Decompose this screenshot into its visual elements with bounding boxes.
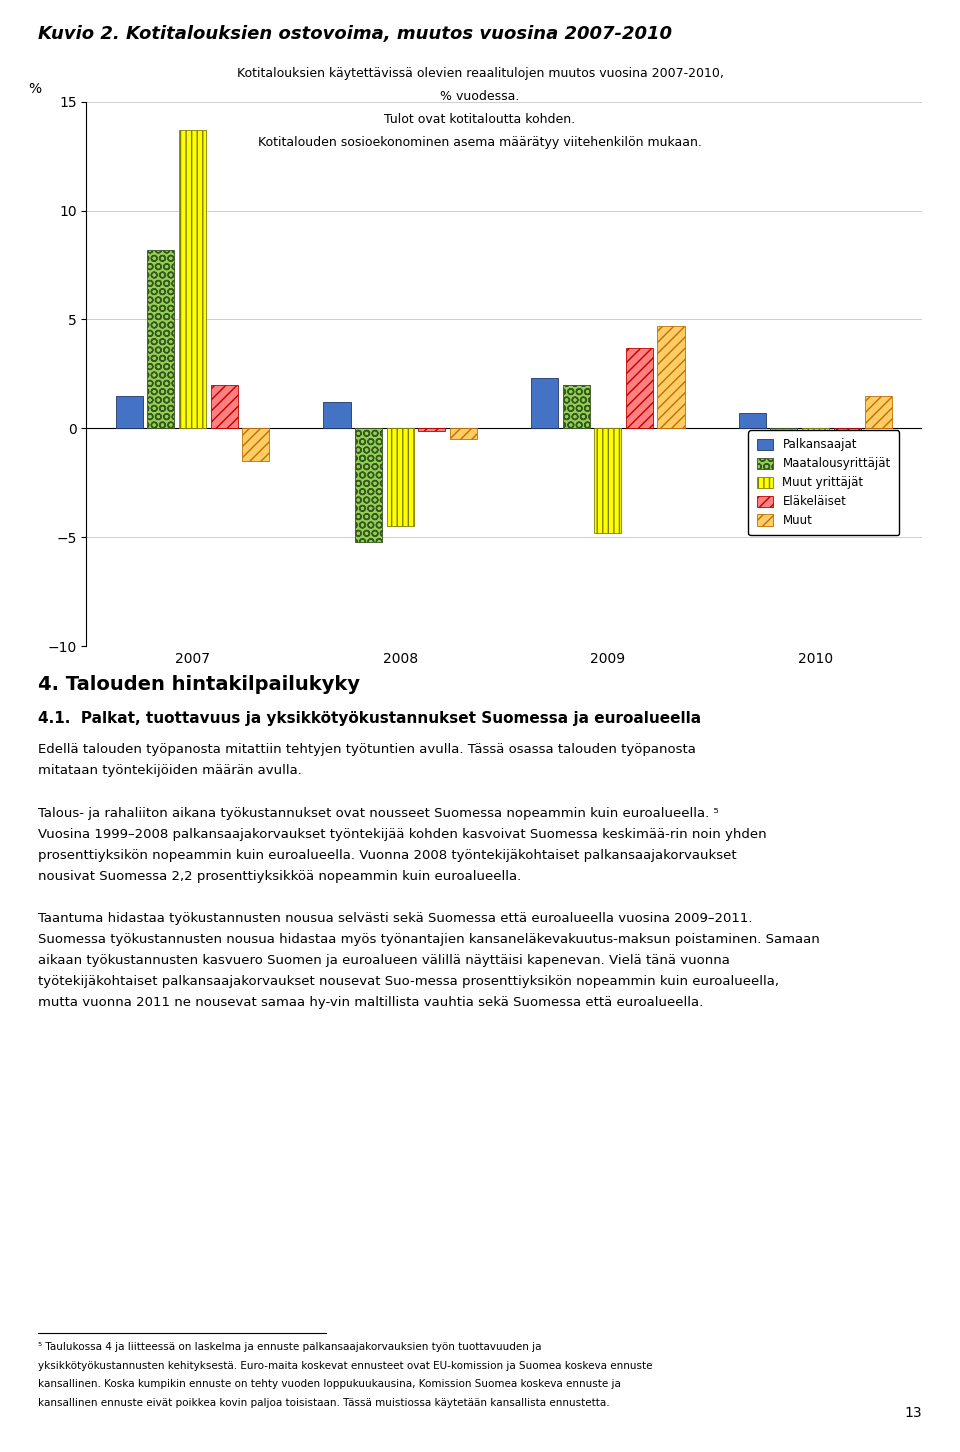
Bar [658,325,684,428]
Text: kansallinen ennuste eivät poikkea kovin paljoa toisistaan. Tässä muistiossa käyt: kansallinen ennuste eivät poikkea kovin … [38,1398,610,1408]
Text: nousivat Suomessa 2,2 prosenttiyksikköä nopeammin kuin euroalueella.: nousivat Suomessa 2,2 prosenttiyksikköä … [38,870,521,883]
Text: Kotitalouden sosioekonominen asema määrätyy viitehenkilön mukaan.: Kotitalouden sosioekonominen asema määrä… [258,136,702,150]
Bar [833,428,861,430]
Text: yksikkötyökustannusten kehityksestä. Euro-maita koskevat ennusteet ovat EU-komis: yksikkötyökustannusten kehityksestä. Eur… [38,1361,653,1371]
Bar [179,129,206,428]
Text: 13: 13 [904,1406,922,1420]
Text: 4.1.  Palkat, tuottavuus ja yksikkötyökustannukset Suomessa ja euroalueella: 4.1. Palkat, tuottavuus ja yksikkötyökus… [38,711,702,726]
Text: mitataan työntekijöiden määrän avulla.: mitataan työntekijöiden määrän avulla. [38,764,302,777]
Bar [770,428,798,431]
Bar [563,385,589,428]
Text: Suomessa työkustannusten nousua hidastaa myös työnantajien kansaneläkevakuutus-m: Suomessa työkustannusten nousua hidastaa… [38,934,820,945]
Text: Taantuma hidastaa työkustannusten nousua selvästi sekä Suomessa että euroalueell: Taantuma hidastaa työkustannusten nousua… [38,912,753,925]
Text: Edellä talouden työpanosta mitattiin tehtyjen työtuntien avulla. Tässä osassa ta: Edellä talouden työpanosta mitattiin teh… [38,743,696,756]
Text: Vuosina 1999–2008 palkansaajakorvaukset työntekijää kohden kasvoivat Suomessa ke: Vuosina 1999–2008 palkansaajakorvaukset … [38,828,767,841]
Bar [594,428,621,533]
Bar [210,385,238,428]
Bar [355,428,382,542]
Bar [626,347,653,428]
Text: kansallinen. Koska kumpikin ennuste on tehty vuoden loppukuukausina, Komission S: kansallinen. Koska kumpikin ennuste on t… [38,1379,621,1390]
Bar [865,395,892,428]
Text: prosenttiyksikön nopeammin kuin euroalueella. Vuonna 2008 työntekijäkohtaiset pa: prosenttiyksikön nopeammin kuin euroalue… [38,848,737,861]
Text: % vuodessa.: % vuodessa. [441,90,519,103]
Text: mutta vuonna 2011 ne nousevat samaa hy-vin maltillista vauhtia sekä Suomessa ett: mutta vuonna 2011 ne nousevat samaa hy-v… [38,996,704,1009]
Text: %: % [28,83,41,96]
Bar [739,412,766,428]
Bar [387,428,414,526]
Bar [242,428,269,460]
Legend: Palkansaajat, Maatalousyrittäjät, Muut yrittäjät, Eläkeläiset, Muut: Palkansaajat, Maatalousyrittäjät, Muut y… [748,430,899,536]
Bar [419,428,445,430]
Text: 4. Talouden hintakilpailukyky: 4. Talouden hintakilpailukyky [38,675,360,694]
Text: Kotitalouksien käytettävissä olevien reaalitulojen muutos vuosina 2007-2010,: Kotitalouksien käytettävissä olevien rea… [236,67,724,80]
Bar [116,395,143,428]
Text: Kuvio 2. Kotitalouksien ostovoima, muutos vuosina 2007-2010: Kuvio 2. Kotitalouksien ostovoima, muuto… [38,25,672,42]
Bar [531,378,558,428]
Text: ⁵ Taulukossa 4 ja liitteessä on laskelma ja ennuste palkansaajakorvauksien työn : ⁵ Taulukossa 4 ja liitteessä on laskelma… [38,1342,541,1352]
Text: työtekijäkohtaiset palkansaajakorvaukset nousevat Suo-messa prosenttiyksikön nop: työtekijäkohtaiset palkansaajakorvaukset… [38,976,780,987]
Bar [802,428,829,434]
Bar [450,428,477,439]
Bar [147,250,175,428]
Bar [324,402,350,428]
Text: Talous- ja rahaliiton aikana työkustannukset ovat nousseet Suomessa nopeammin ku: Talous- ja rahaliiton aikana työkustannu… [38,807,719,819]
Text: Tulot ovat kotitaloutta kohden.: Tulot ovat kotitaloutta kohden. [384,113,576,126]
Text: aikaan työkustannusten kasvuero Suomen ja euroalueen välillä näyttäisi kapenevan: aikaan työkustannusten kasvuero Suomen j… [38,954,731,967]
